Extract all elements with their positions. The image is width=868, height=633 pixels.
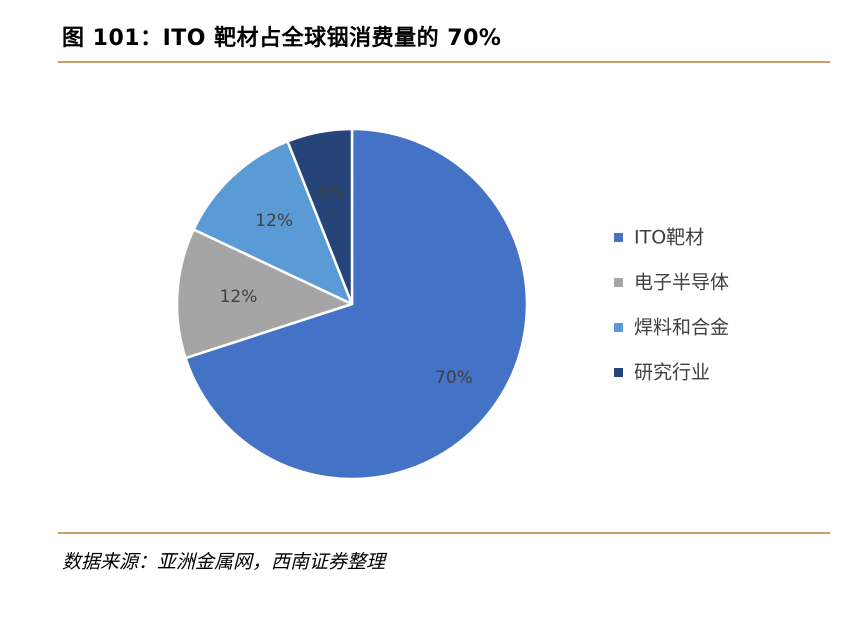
legend-label: ITO靶材 [634,227,704,249]
pie-slice [175,228,354,360]
pie-slice-label: 6% [317,182,344,202]
pie-slice-label: 70% [435,368,473,388]
pie-slice-label: 12% [220,287,258,307]
legend-label: 焊料和合金 [634,317,729,339]
top-divider [58,61,830,63]
page-title: 图 101：ITO 靶材占全球铟消费量的 70% [62,26,502,51]
pie-slice-label: 12% [255,211,293,231]
legend-label: 电子半导体 [634,272,729,294]
pie-slice [192,140,354,306]
legend-swatch [614,368,623,377]
bottom-divider [58,532,830,534]
source-note: 数据来源：亚洲金属网，西南证券整理 [62,551,386,573]
legend-swatch [614,233,623,242]
pie-slice [184,127,529,481]
legend-swatch [614,278,623,287]
legend-swatch [614,323,623,332]
pie-slice [286,127,354,306]
legend-label: 研究行业 [634,362,710,384]
pie-slice-labels: 70% 12% 12% 6% [220,182,473,388]
pie-slices [175,127,529,481]
